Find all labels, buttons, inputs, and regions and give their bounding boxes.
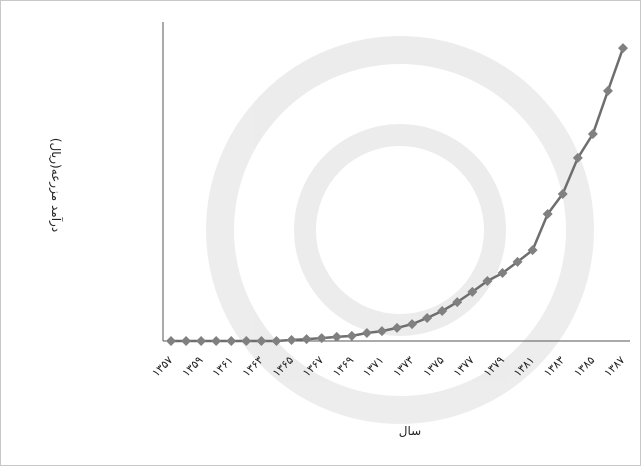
marker bbox=[392, 322, 402, 333]
marker bbox=[301, 334, 312, 345]
marker bbox=[512, 256, 523, 267]
marker bbox=[572, 152, 583, 163]
marker bbox=[331, 331, 342, 342]
marker bbox=[437, 306, 448, 317]
marker bbox=[316, 333, 327, 344]
marker bbox=[602, 85, 613, 96]
marker bbox=[618, 43, 628, 54]
marker bbox=[587, 128, 598, 139]
marker bbox=[256, 336, 267, 346]
marker bbox=[557, 188, 568, 199]
marker bbox=[211, 336, 222, 346]
marker bbox=[452, 297, 463, 308]
marker bbox=[376, 326, 387, 337]
marker bbox=[166, 336, 176, 346]
marker bbox=[226, 336, 237, 346]
marker bbox=[527, 245, 538, 256]
marker bbox=[407, 319, 418, 330]
marker bbox=[361, 328, 372, 339]
x-axis-title: سال bbox=[399, 424, 421, 438]
y-axis-title: درآمد مزرعه(ریال) bbox=[48, 138, 64, 232]
marker bbox=[346, 330, 357, 341]
marker bbox=[241, 336, 252, 346]
marker bbox=[196, 336, 207, 346]
marker bbox=[422, 313, 433, 324]
marker bbox=[286, 335, 297, 346]
marker bbox=[482, 276, 493, 287]
marker bbox=[497, 268, 508, 279]
marker bbox=[542, 209, 553, 220]
marker bbox=[467, 286, 478, 297]
watermark bbox=[206, 36, 594, 424]
marker bbox=[181, 336, 192, 346]
marker bbox=[271, 336, 282, 346]
